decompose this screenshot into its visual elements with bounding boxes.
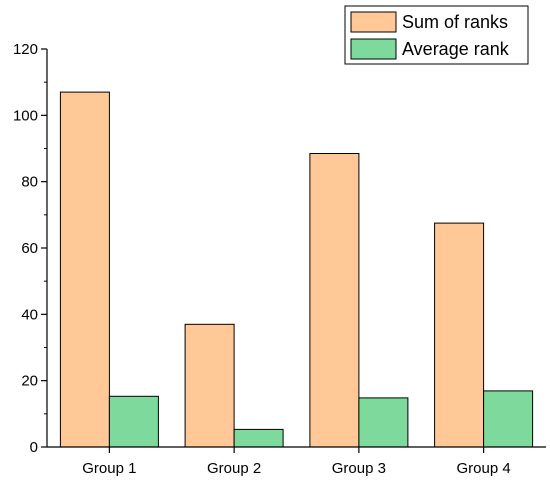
legend-swatch-average-rank [350,38,397,60]
y-tick-label: 20 [21,373,38,390]
x-tick-label: Group 3 [332,460,386,477]
y-tick-label: 120 [13,41,38,58]
legend-swatch-sum-of-ranks [350,11,397,33]
y-tick-label: 80 [21,174,38,191]
bar-sum-of-ranks-group-1 [59,91,110,448]
x-tick-label: Group 1 [82,460,136,477]
bar-average-rank-group-4 [483,390,534,448]
bar-sum-of-ranks-group-4 [434,222,485,448]
bars-layer [59,91,534,448]
x-tick-label: Group 4 [457,460,511,477]
legend-label-sum-of-ranks: Sum of ranks [402,12,508,32]
bar-average-rank-group-3 [358,397,409,448]
legend-label-average-rank: Average rank [402,39,510,59]
y-tick-label: 0 [30,439,38,456]
bar-average-rank-group-2 [233,428,284,448]
bar-sum-of-ranks-group-2 [184,323,235,448]
legend: Sum of ranks Average rank [344,5,529,65]
x-tick-label: Group 2 [207,460,261,477]
axes-layer: Group 1 Group 2 Group 3 Group 4 0 20 40 60 80 100… [13,41,546,477]
bar-sum-of-ranks-group-3 [309,153,360,448]
y-tick-label: 40 [21,306,38,323]
y-tick-label: 60 [21,240,38,257]
bar-average-rank-group-1 [108,395,159,448]
y-tick-label: 100 [13,107,38,124]
